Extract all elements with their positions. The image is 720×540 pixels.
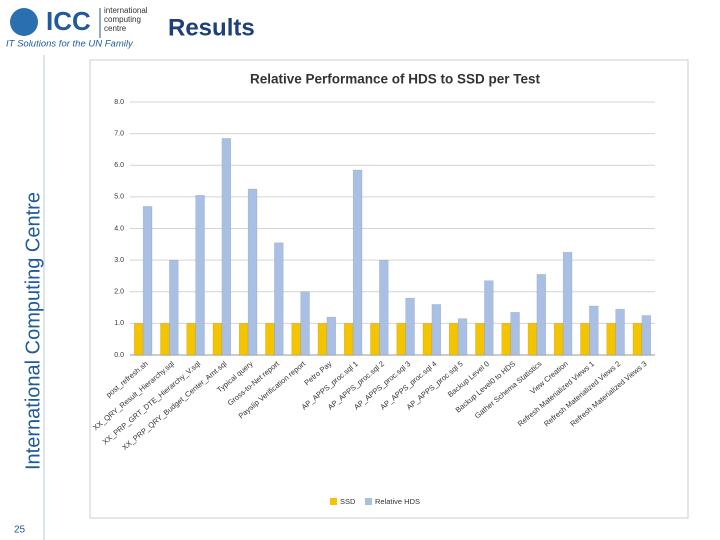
logo-subtext: computing — [104, 15, 141, 24]
heading: Results — [168, 14, 255, 41]
bar — [160, 323, 170, 356]
bar — [169, 259, 179, 356]
bar — [195, 195, 205, 356]
bar — [291, 323, 301, 356]
bar — [265, 323, 275, 356]
bar — [606, 323, 616, 356]
y-tick-label: 2.0 — [114, 289, 124, 296]
bar — [641, 315, 652, 356]
bar — [527, 323, 538, 356]
y-tick-label: 6.0 — [114, 162, 124, 169]
legend-label: SSD — [340, 497, 356, 506]
bar — [247, 188, 258, 356]
bar — [370, 323, 380, 356]
bar — [589, 305, 599, 356]
page-number: 25 — [14, 525, 26, 536]
bar — [212, 323, 223, 356]
bar — [632, 323, 643, 356]
bar — [553, 323, 564, 356]
bar — [352, 169, 363, 356]
bar — [448, 323, 459, 356]
bar — [238, 323, 249, 356]
bar — [475, 323, 485, 356]
bar — [274, 242, 284, 356]
bar — [405, 297, 415, 356]
bar — [510, 312, 520, 356]
tagline: IT Solutions for the UN Family — [6, 39, 134, 50]
bar — [562, 251, 573, 356]
legend-swatch — [330, 498, 337, 505]
bar — [422, 323, 433, 356]
bar — [580, 323, 590, 356]
bar — [431, 304, 442, 356]
bar — [396, 323, 406, 356]
bar — [615, 308, 625, 356]
bar — [484, 280, 494, 356]
bar — [142, 206, 153, 356]
y-tick-label: 4.0 — [114, 225, 124, 232]
y-tick-label: 8.0 — [114, 99, 124, 106]
bar — [343, 323, 354, 356]
bar — [300, 291, 310, 356]
y-tick-label: 5.0 — [114, 194, 124, 201]
chart-frame — [89, 59, 689, 519]
y-tick-label: 1.0 — [114, 320, 124, 327]
logo-text: ICC — [46, 6, 91, 36]
logo-subtext: international — [104, 6, 148, 15]
logo-globe — [10, 8, 38, 36]
side-title: International Computing Centre — [22, 192, 44, 470]
bar — [133, 323, 144, 356]
legend-label: Relative HDS — [375, 497, 420, 506]
bar — [317, 323, 328, 356]
legend-swatch — [365, 498, 372, 505]
bar — [186, 323, 196, 356]
chart-title: Relative Performance of HDS to SSD per T… — [250, 72, 541, 87]
bar — [536, 274, 547, 356]
bar — [501, 323, 511, 356]
bar — [379, 259, 389, 356]
y-tick-label: 3.0 — [114, 257, 124, 264]
y-tick-label: 0.0 — [114, 352, 124, 359]
bar — [221, 138, 232, 356]
logo-subtext: centre — [104, 24, 127, 33]
bar — [457, 318, 468, 356]
bar — [326, 316, 337, 356]
y-tick-label: 7.0 — [114, 130, 124, 137]
